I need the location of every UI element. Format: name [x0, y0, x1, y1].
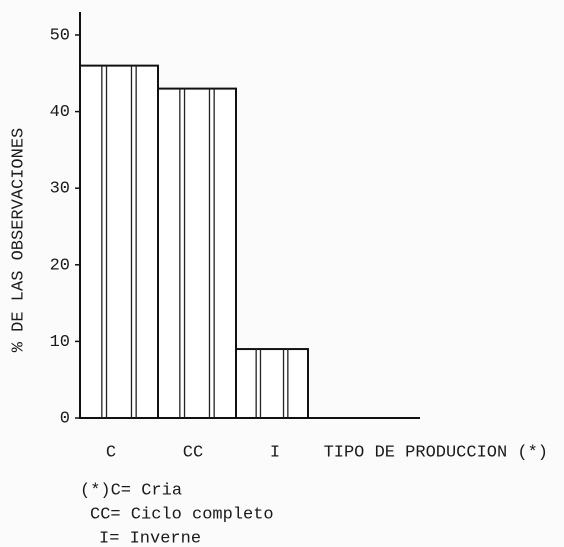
y-tick-label: 20 — [50, 256, 70, 275]
x-tick-label: C — [106, 443, 116, 462]
y-tick-label: 10 — [50, 333, 70, 352]
y-tick-label: 0 — [60, 409, 70, 428]
x-tick-label: CC — [183, 443, 203, 462]
y-tick-label: 50 — [50, 26, 70, 45]
y-tick-label: 30 — [50, 180, 70, 199]
x-tick-label: I — [270, 443, 280, 462]
bar — [157, 87, 237, 420]
bar — [79, 64, 159, 419]
y-tick-label: 40 — [50, 103, 70, 122]
y-axis-label: % DE LAS OBSERVACIONES — [9, 128, 28, 352]
x-axis-label: TIPO DE PRODUCCION (*) — [324, 443, 548, 462]
footnote: CC= Ciclo completo — [90, 505, 274, 524]
footnote: I= Inverne — [99, 529, 201, 547]
bar — [235, 348, 309, 420]
footnote: (*)C= Cria — [80, 481, 182, 500]
